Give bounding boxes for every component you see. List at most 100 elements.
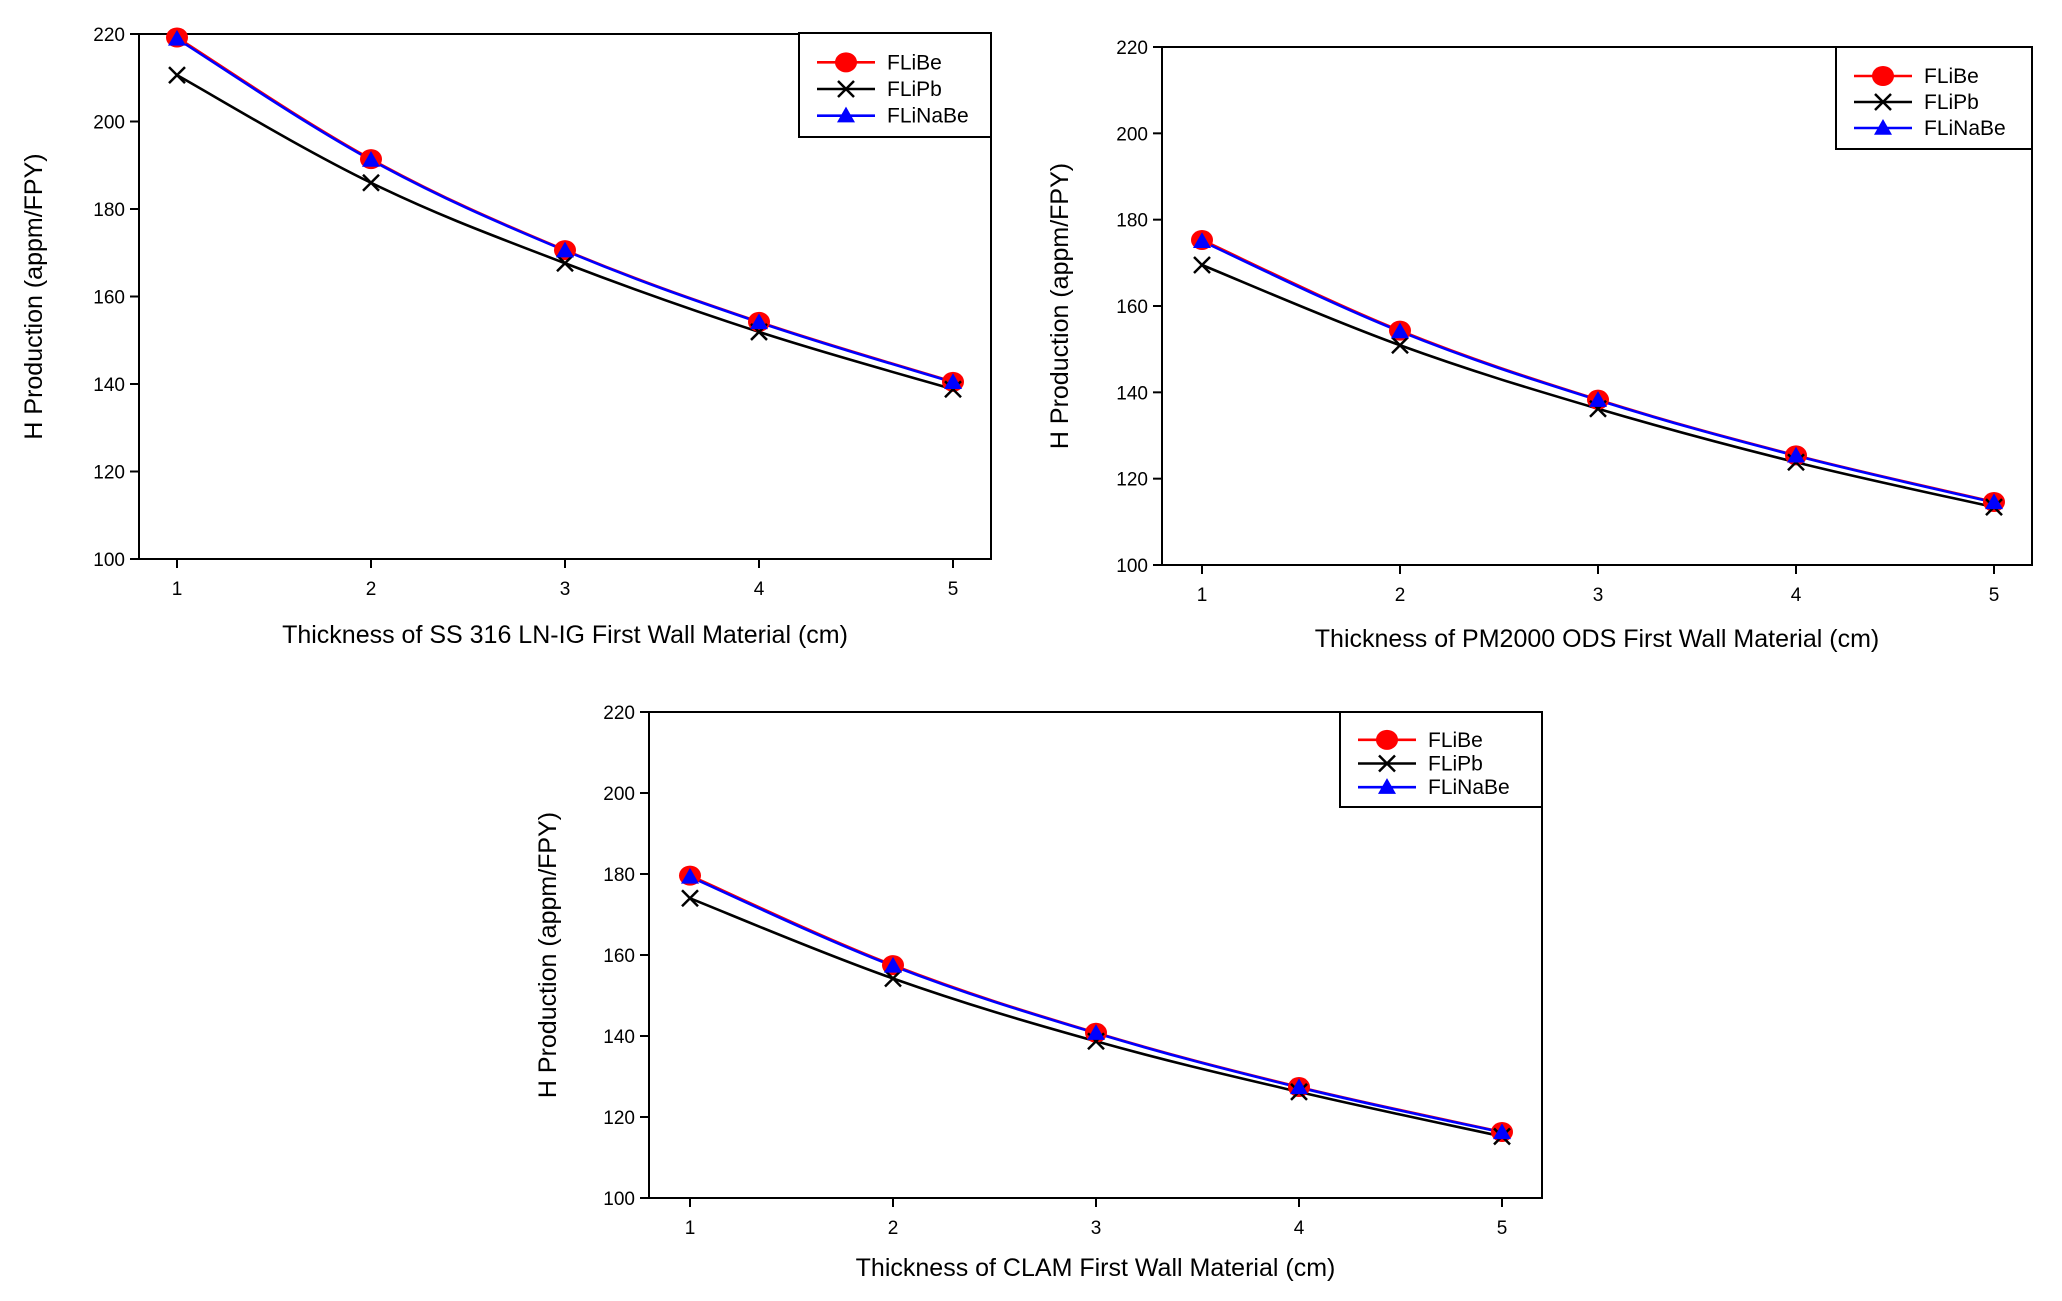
x-axis-title: Thickness of PM2000 ODS First Wall Mater… xyxy=(1315,625,1879,653)
legend-marker-circle-icon xyxy=(1376,729,1398,750)
y-axis-title: H Production (appm/FPY) xyxy=(534,812,562,1098)
x-tick-label: 5 xyxy=(1989,585,2000,606)
chart-clam: 100 120 140 160 180 200 220 1 2 3 4 5 Thickness of C… xyxy=(534,703,1543,1282)
legend-marker-triangle-icon xyxy=(1378,778,1396,794)
x-axis-title: Thickness of SS 316 LN-IG First Wall Mat… xyxy=(282,621,848,649)
legend-item-flibe: FLiBe xyxy=(817,51,942,74)
legend-label: FLiPb xyxy=(1924,91,1979,114)
data-point-flipb-2 xyxy=(884,969,902,988)
x-tick-label: 2 xyxy=(888,1218,899,1239)
series-line-flibe xyxy=(689,874,1503,1134)
y-tick-label: 160 xyxy=(93,288,125,309)
data-point-flinabe-4 xyxy=(750,313,768,330)
legend-item-flinabe: FLiNaBe xyxy=(1854,117,2006,140)
y-tick-label: 120 xyxy=(1116,470,1148,491)
x-tick-label: 3 xyxy=(560,579,571,600)
data-point-flinabe-3 xyxy=(1087,1024,1105,1040)
legend-label: FLiNaBe xyxy=(1924,117,2006,140)
y-tick-label: 180 xyxy=(1116,211,1148,232)
y-tick-label: 200 xyxy=(93,113,125,134)
data-point-flinabe-5 xyxy=(1493,1123,1511,1140)
data-point-flipb-3 xyxy=(556,254,574,273)
legend-label: FLiBe xyxy=(887,51,942,74)
x-tick-label: 5 xyxy=(948,579,959,600)
legend-marker-x-icon-stroke-b xyxy=(837,80,855,98)
legend-marker-x-icon xyxy=(1874,93,1892,111)
legend-item-flinabe: FLiNaBe xyxy=(1358,776,1510,799)
legend-item-flibe: FLiBe xyxy=(1854,65,1979,88)
legend-item-flinabe: FLiNaBe xyxy=(817,105,969,128)
data-point-flinabe-1 xyxy=(681,867,699,884)
x-tick-label: 2 xyxy=(366,579,377,600)
data-point-flipb-1 xyxy=(681,889,699,908)
series-line-flinabe xyxy=(689,875,1503,1134)
data-point-flipb-3-stroke-b xyxy=(556,254,574,273)
data-point-flinabe-5 xyxy=(1985,493,2003,510)
data-point-flinabe-4 xyxy=(1787,446,1805,463)
y-tick-label: 100 xyxy=(1116,556,1148,577)
y-tick-label: 140 xyxy=(1116,383,1148,404)
data-point-flipb-1 xyxy=(168,66,186,85)
legend-label: FLiNaBe xyxy=(887,105,969,128)
legend: FLiBe FLiPb FLiNaBe xyxy=(1835,46,2033,150)
y-axis-title: H Production (appm/FPY) xyxy=(1046,163,1074,449)
legend-item-flipb: FLiPb xyxy=(817,78,942,101)
series-line-flipb xyxy=(1201,263,1995,509)
data-point-flipb-1-stroke-b xyxy=(1193,256,1211,274)
x-axis-title: Thickness of CLAM First Wall Material (c… xyxy=(856,1254,1336,1282)
series-line-flinabe xyxy=(1201,240,1995,504)
data-point-flipb-1-stroke-b xyxy=(168,66,186,85)
x-tick-label: 4 xyxy=(1294,1218,1305,1239)
legend-box xyxy=(1339,711,1543,808)
series-line-flibe xyxy=(1201,238,1995,504)
legend-item-flibe: FLiBe xyxy=(1358,729,1483,752)
legend-marker-x-icon-stroke-b xyxy=(1874,93,1892,111)
y-tick-label: 200 xyxy=(603,784,635,805)
legend-label: FLiBe xyxy=(1428,729,1483,752)
legend-item-flipb: FLiPb xyxy=(1358,753,1483,776)
data-point-flinabe-5 xyxy=(944,373,962,389)
legend-label: FLiNaBe xyxy=(1428,776,1510,799)
data-point-flinabe-3 xyxy=(556,241,574,258)
x-tick-label: 3 xyxy=(1593,585,1604,606)
y-tick-label: 100 xyxy=(93,550,125,571)
data-point-flipb-2 xyxy=(1391,336,1409,355)
legend-marker-circle-icon xyxy=(835,52,857,73)
legend-marker-x-icon-stroke-b xyxy=(1378,754,1396,773)
x-tick-label: 1 xyxy=(172,579,183,600)
data-point-flinabe-2 xyxy=(1391,322,1409,339)
y-tick-label: 200 xyxy=(1116,124,1148,145)
data-point-flipb-2-stroke-b xyxy=(884,969,902,988)
y-tick-label: 220 xyxy=(93,25,125,46)
data-point-flipb-2-stroke-b xyxy=(1391,336,1409,355)
y-tick-label: 220 xyxy=(1116,38,1148,59)
legend-marker-x-icon xyxy=(1378,754,1396,773)
x-tick-label: 1 xyxy=(685,1218,696,1239)
legend-item-flipb: FLiPb xyxy=(1854,91,1979,114)
legend-marker-x-icon xyxy=(837,80,855,98)
x-tick-label: 3 xyxy=(1091,1218,1102,1239)
data-point-flinabe-3 xyxy=(1589,391,1607,407)
legend-label: FLiPb xyxy=(887,78,942,101)
data-point-flipb-1 xyxy=(1193,256,1211,274)
legend-label: FLiBe xyxy=(1924,65,1979,88)
y-tick-label: 120 xyxy=(603,1108,635,1129)
legend-label: FLiPb xyxy=(1428,753,1483,776)
data-point-flipb-2 xyxy=(362,173,380,192)
x-tick-label: 5 xyxy=(1497,1218,1508,1239)
y-tick-label: 120 xyxy=(93,463,125,484)
data-point-flinabe-2 xyxy=(362,151,380,167)
data-point-flinabe-1 xyxy=(168,29,186,46)
chart-pm2000: 100 120 140 160 180 200 220 1 2 3 4 5 Thickness of P… xyxy=(1046,38,2033,653)
y-tick-label: 160 xyxy=(1116,297,1148,318)
x-tick-label: 4 xyxy=(754,579,765,600)
y-tick-label: 180 xyxy=(93,200,125,221)
series-line-flipb xyxy=(689,897,1503,1138)
x-tick-label: 1 xyxy=(1197,585,1208,606)
y-tick-label: 220 xyxy=(603,703,635,724)
x-tick-label: 2 xyxy=(1395,585,1406,606)
data-point-flinabe-1 xyxy=(1193,232,1211,248)
y-tick-label: 140 xyxy=(603,1027,635,1048)
